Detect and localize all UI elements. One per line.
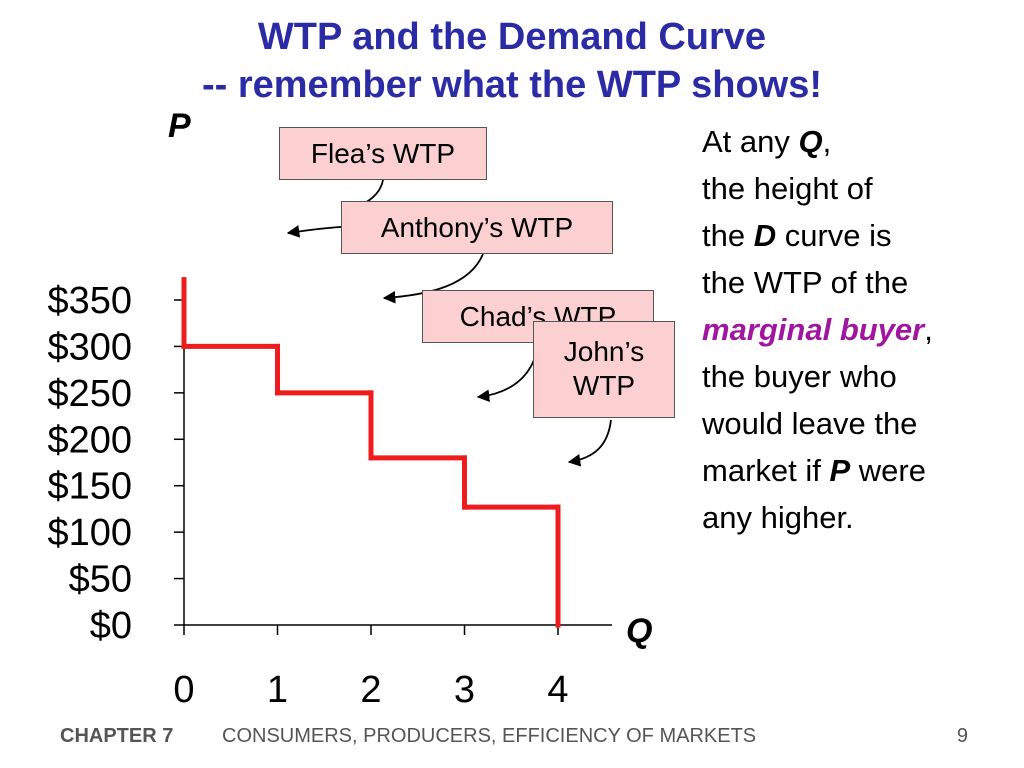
x-tick-label: 3 bbox=[454, 669, 475, 711]
chad-arrow bbox=[476, 359, 535, 403]
y-tick-label: $100 bbox=[47, 512, 132, 554]
callout-john-line-1: John’s bbox=[563, 336, 645, 367]
y-tick-label: $150 bbox=[47, 466, 132, 508]
explain-text: the buyer who bbox=[702, 359, 897, 394]
y-tick-label: $50 bbox=[69, 559, 132, 601]
explain-d: D bbox=[753, 218, 777, 253]
explain-text: curve is bbox=[776, 218, 892, 253]
anthony-arrow-tail bbox=[382, 253, 484, 304]
y-tick-label: $300 bbox=[47, 326, 132, 368]
x-tick-label: 4 bbox=[547, 669, 568, 711]
y-tick-label: $0 bbox=[90, 605, 132, 647]
explain-q: Q bbox=[798, 124, 823, 159]
y-tick-label: $200 bbox=[47, 419, 132, 461]
explain-marginal-buyer: marginal buyer bbox=[702, 312, 925, 347]
explain-text: market if bbox=[702, 453, 830, 488]
y-axis-name: P bbox=[168, 107, 191, 145]
x-tick-label: 2 bbox=[360, 669, 381, 711]
x-tick-label: 0 bbox=[173, 669, 194, 711]
john-arrow bbox=[567, 419, 612, 467]
explain-p: P bbox=[829, 453, 851, 488]
callout-flea-wtp: Flea’s WTP bbox=[279, 127, 487, 180]
explain-text: the height of bbox=[702, 171, 873, 206]
explanation-text: At any Q, the height of the D curve is t… bbox=[702, 118, 1002, 541]
explain-text: , bbox=[924, 312, 933, 347]
explain-text: At any bbox=[702, 124, 799, 159]
footer-chapter: CHAPTER 7 bbox=[60, 725, 174, 747]
x-tick-label: 1 bbox=[267, 669, 288, 711]
x-axis-name: Q bbox=[626, 612, 652, 650]
explain-text: , bbox=[822, 124, 832, 159]
callout-john-wtp: John’s WTP bbox=[533, 321, 675, 418]
anthony-arrow bbox=[286, 225, 342, 238]
slide-title-line-1: WTP and the Demand Curve bbox=[257, 16, 767, 58]
y-tick-label: $250 bbox=[47, 373, 132, 415]
slide-title-line-2: -- remember what the WTP shows! bbox=[201, 64, 823, 106]
demand-chart: $0$50 $100$150 $200$250 $300$350 0 1 2 3 4 P Q bbox=[47, 107, 652, 711]
explain-text: any higher. bbox=[702, 500, 854, 535]
callout-john-line-2: WTP bbox=[572, 370, 636, 401]
y-tick-label: $350 bbox=[47, 280, 132, 322]
explain-text: the bbox=[702, 218, 754, 253]
footer: CHAPTER 7 CONSUMERS, PRODUCERS, EFFICIEN… bbox=[0, 722, 1024, 752]
footer-page-number: 9 bbox=[956, 725, 968, 747]
callout-anthony-wtp: Anthony’s WTP bbox=[341, 201, 613, 254]
explain-text: were bbox=[850, 453, 926, 488]
explain-text: the WTP of the bbox=[702, 265, 909, 300]
footer-subject: CONSUMERS, PRODUCERS, EFFICIENCY OF MARK… bbox=[222, 725, 757, 747]
explain-text: would leave the bbox=[702, 406, 918, 441]
